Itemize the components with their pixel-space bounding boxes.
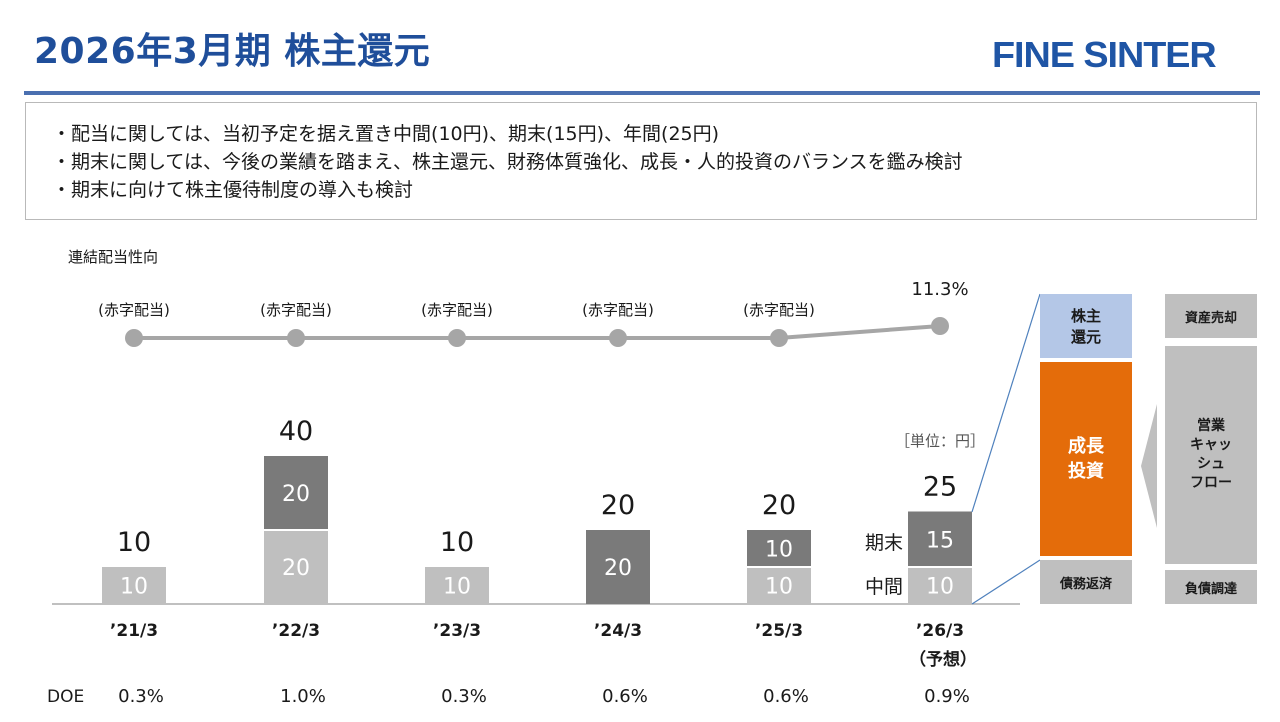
asset-sale-box: 資産売却 (1165, 294, 1257, 338)
x-tick-label: ’24/3 (594, 621, 642, 641)
payout-title: 連結配当性向 (68, 248, 158, 266)
payout-line (134, 324, 941, 340)
x-tick-sublabel: （予想） (909, 649, 977, 670)
debt-repayment-box: 債務返済 (1040, 560, 1132, 604)
bar-total-label: 20 (762, 490, 796, 521)
summary-box (25, 102, 1257, 220)
bar-label-final: 10 (765, 538, 793, 563)
payout-point (609, 329, 627, 347)
bar-label-interim: 10 (765, 575, 793, 600)
doe-value: 0.3% (118, 686, 164, 707)
operating-cf-box: 営業 キャッ シュ フロー (1165, 346, 1257, 564)
shareholder-return-box: 株主 還元 (1040, 294, 1132, 358)
bar-total-label: 20 (601, 490, 635, 521)
payout-point (287, 329, 305, 347)
payout-label: (赤字配当) (260, 301, 332, 319)
bar-label-final: 20 (282, 482, 310, 507)
payout-label: (赤字配当) (743, 301, 815, 319)
bar-final (264, 456, 328, 530)
bar-label-interim: 20 (282, 556, 310, 581)
bar-total-label: 40 (279, 416, 313, 447)
bar-label-interim: 10 (443, 575, 471, 600)
doe-value: 0.6% (602, 686, 648, 707)
bullet-interim: ・配当に関しては、当初予定を据え置き中間(10円)、期末(15円)、年間(25円… (52, 123, 720, 145)
bar-final (908, 511, 972, 567)
payout-label: 11.3% (911, 279, 968, 300)
bar-total-label: 25 (923, 472, 957, 503)
payout-label: (赤字配当) (98, 301, 170, 319)
allocation-arrow (1141, 404, 1157, 528)
x-tick-label: ’23/3 (433, 621, 481, 641)
bar-interim (425, 567, 489, 604)
bar-label-interim: 10 (120, 575, 148, 600)
bullet-final: ・期末に関しては、今後の業績を踏まえ、株主還元、財務体質強化、成長・人的投資のバ… (52, 151, 963, 173)
doe-value: 0.9% (924, 686, 970, 707)
connector-line-top (971, 293, 1041, 513)
bar-label-final: 15 (926, 528, 954, 553)
x-tick-label: ’26/3 (916, 621, 964, 641)
bar-total-label: 10 (117, 527, 151, 558)
x-tick-label: ’21/3 (110, 621, 158, 641)
bar-final (586, 530, 650, 604)
page-title: 2026年3月期 株主還元 (34, 31, 431, 72)
x-tick-label: ’25/3 (755, 621, 803, 641)
payout-label: (赤字配当) (421, 301, 493, 319)
bar-label-interim: 10 (926, 575, 954, 600)
bar-total-label: 10 (440, 527, 474, 558)
payout-point (770, 329, 788, 347)
series-label-final: 期末 (865, 532, 903, 554)
payout-point (931, 317, 949, 335)
bar-final (747, 530, 811, 567)
series-label-interim: 中間 (865, 576, 903, 598)
payout-point (448, 329, 466, 347)
growth-investment-box: 成長 投資 (1040, 362, 1132, 556)
bullet-benefit: ・期末に向けて株主優待制度の導入も検討 (52, 179, 414, 201)
debt-raising-box: 負債調達 (1165, 570, 1257, 604)
bar-interim (102, 567, 166, 604)
x-tick-label: ’22/3 (272, 621, 320, 641)
connector-line-bottom (971, 559, 1041, 605)
unit-label: ［単位：円］ (895, 432, 985, 450)
bar-label-final: 20 (604, 556, 632, 581)
bar-interim (908, 567, 972, 604)
bar-interim (747, 567, 811, 604)
doe-value: 0.6% (763, 686, 809, 707)
title-divider (24, 91, 1260, 95)
bar-interim (264, 530, 328, 604)
doe-value: 1.0% (280, 686, 326, 707)
payout-label: (赤字配当) (582, 301, 654, 319)
doe-label: DOE (47, 687, 84, 707)
doe-value: 0.3% (441, 686, 487, 707)
payout-point (125, 329, 143, 347)
company-logo: FINE SINTER (992, 34, 1217, 75)
